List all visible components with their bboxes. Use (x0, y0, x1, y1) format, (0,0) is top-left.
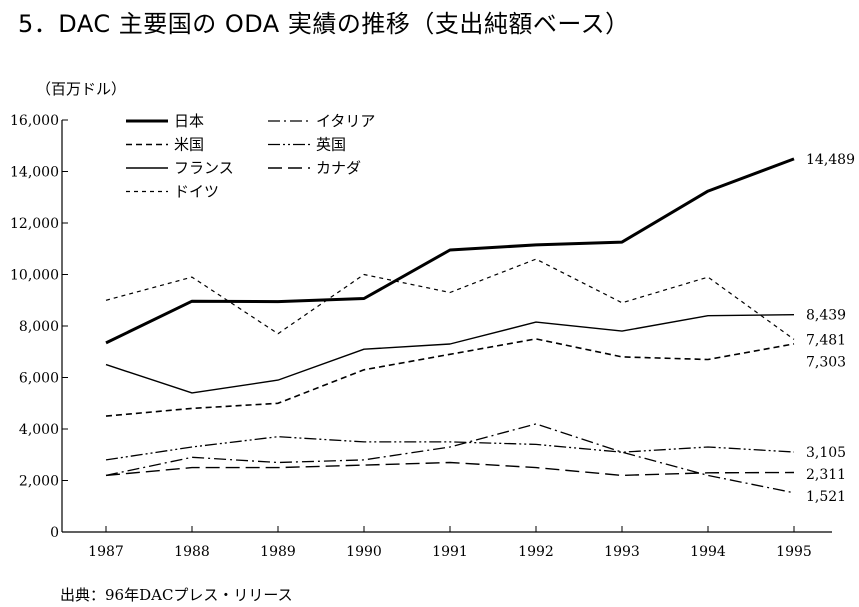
y-tick-label: 4,000 (19, 422, 59, 438)
end-label-カナダ: 2,311 (806, 467, 846, 483)
y-tick-label: 14,000 (10, 165, 59, 181)
x-tick-label: 1995 (776, 544, 812, 560)
x-tick-label: 1993 (604, 544, 640, 560)
end-label-英国: 3,105 (806, 445, 846, 461)
page-title: 5．DAC 主要国の ODA 実績の推移（支出純額ベース） (18, 10, 630, 38)
source-note: 出典：96年DACプレス・リリース (60, 586, 293, 604)
x-tick-label: 1989 (260, 544, 296, 560)
series-line-ドイツ (105, 258, 795, 340)
series-line-米国 (105, 338, 795, 417)
y-tick-label: 8,000 (19, 319, 59, 335)
legend-label-ドイツ: ドイツ (174, 183, 219, 201)
y-tick-label: 16,000 (10, 113, 59, 129)
legend-label-イタリア: イタリア (316, 112, 375, 130)
axes: 0 2,000 4,000 6,000 8,000 10,000 12,000 14,000 1… (10, 113, 832, 560)
series-group (105, 157, 795, 494)
x-tick-label: 1994 (690, 544, 726, 560)
x-tick-label: 1990 (346, 544, 382, 560)
y-tick-label: 6,000 (19, 371, 59, 387)
y-tick-label: 12,000 (10, 216, 59, 232)
series-line-イタリア (105, 423, 795, 494)
legend-label-米国: 米国 (174, 136, 204, 154)
x-tick-label: 1987 (88, 544, 124, 560)
y-tick-label: 10,000 (10, 268, 59, 284)
end-label-日本: 14,489 (806, 152, 855, 168)
series-line-英国 (105, 436, 795, 461)
end-label-イタリア: 1,521 (806, 489, 846, 505)
series-line-フランス (105, 314, 795, 394)
x-tick-label: 1991 (432, 544, 468, 560)
legend-label-カナダ: カナダ (316, 159, 361, 177)
legend-label-フランス: フランス (174, 159, 234, 177)
legend-label-英国: 英国 (316, 136, 346, 154)
x-tick-label: 1992 (518, 544, 554, 560)
end-label-フランス: 8,439 (806, 308, 846, 324)
end-label-ドイツ: 7,481 (806, 332, 846, 348)
end-label-米国: 7,303 (806, 354, 846, 370)
y-tick-label: 0 (50, 525, 59, 541)
y-tick-label: 2,000 (19, 474, 59, 490)
legend-label-日本: 日本 (174, 112, 204, 130)
y-axis-unit-label: （百万ドル） (36, 80, 127, 98)
series-line-日本 (105, 157, 795, 345)
end-labels: 14,489 8,439 7,481 7,303 3,105 2,311 1,521 (806, 152, 855, 505)
x-tick-label: 1988 (174, 544, 210, 560)
series-line-カナダ (105, 461, 795, 477)
